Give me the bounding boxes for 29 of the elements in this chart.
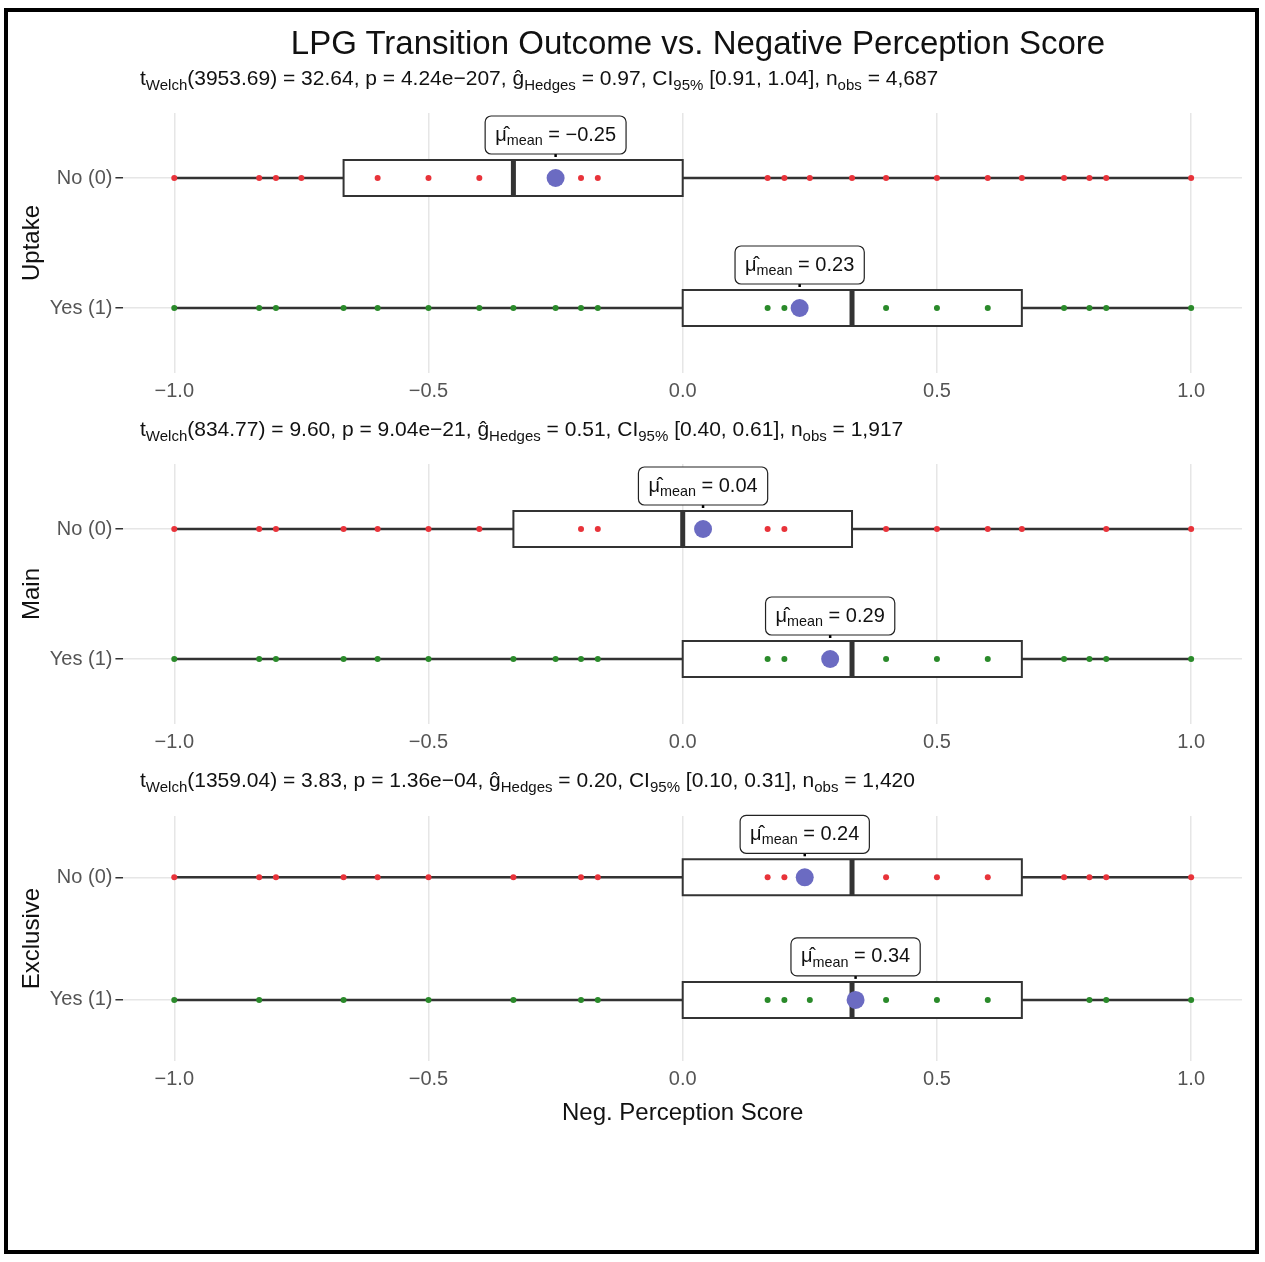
chart-title: LPG Transition Outcome vs. Negative Perception Score bbox=[289, 24, 1107, 62]
x-tick-label: 0.0 bbox=[668, 729, 697, 752]
x-tick-label: 1.0 bbox=[1177, 1066, 1206, 1089]
x-tick-label: 0.0 bbox=[668, 1066, 697, 1089]
x-tick-label: 0.5 bbox=[923, 378, 951, 401]
y-tick-label: No (0) bbox=[56, 864, 113, 887]
x-tick-label: −0.5 bbox=[408, 729, 449, 752]
y-tick-label: No (0) bbox=[56, 165, 113, 188]
x-tick-label: −1.0 bbox=[154, 378, 195, 401]
x-tick-label: −1.0 bbox=[154, 1066, 195, 1089]
text: t$_{Welch}$(1359.04) = 3.83, p = 1.36e−04, ĝ$_{Hedges}$ = 0.20, CI$_{95%}$ [0.10, 0.31], n$_{obs}$ = 1,420 bbox=[140, 768, 915, 796]
x-tick-label: 0.5 bbox=[923, 729, 951, 752]
x-tick-label: −0.5 bbox=[408, 378, 449, 401]
x-tick-label: 1.0 bbox=[1177, 378, 1206, 401]
x-tick-label: 0.0 bbox=[668, 378, 697, 401]
y-axis-title: Main bbox=[17, 568, 45, 621]
x-axis-title: Neg. Perception Score bbox=[561, 1097, 804, 1125]
x-tick-label: 1.0 bbox=[1177, 729, 1206, 752]
text: t$_{Welch}$(3953.69) = 32.64, p = 4.24e−207, ĝ$_{Hedges}$ = 0.97, CI$_{95%}$ [0.91, 1.04], n$_{obs}$ = 4,687 bbox=[140, 66, 939, 94]
x-tick-label: −1.0 bbox=[154, 729, 195, 752]
y-axis-title: Uptake bbox=[17, 205, 45, 282]
y-tick-label: Yes (1) bbox=[49, 295, 113, 318]
y-tick-label: No (0) bbox=[56, 516, 113, 539]
x-tick-label: −0.5 bbox=[408, 1066, 449, 1089]
x-tick-label: 0.5 bbox=[923, 1066, 951, 1089]
y-tick-label: Yes (1) bbox=[49, 986, 113, 1009]
y-tick-label: Yes (1) bbox=[49, 646, 113, 669]
y-axis-title: Exclusive bbox=[17, 887, 45, 989]
text: t$_{Welch}$(834.77) = 9.60, p = 9.04e−21, ĝ$_{Hedges}$ = 0.51, CI$_{95%}$ [0.40, 0.61], n$_{obs}$ = 1,917 bbox=[140, 417, 904, 445]
